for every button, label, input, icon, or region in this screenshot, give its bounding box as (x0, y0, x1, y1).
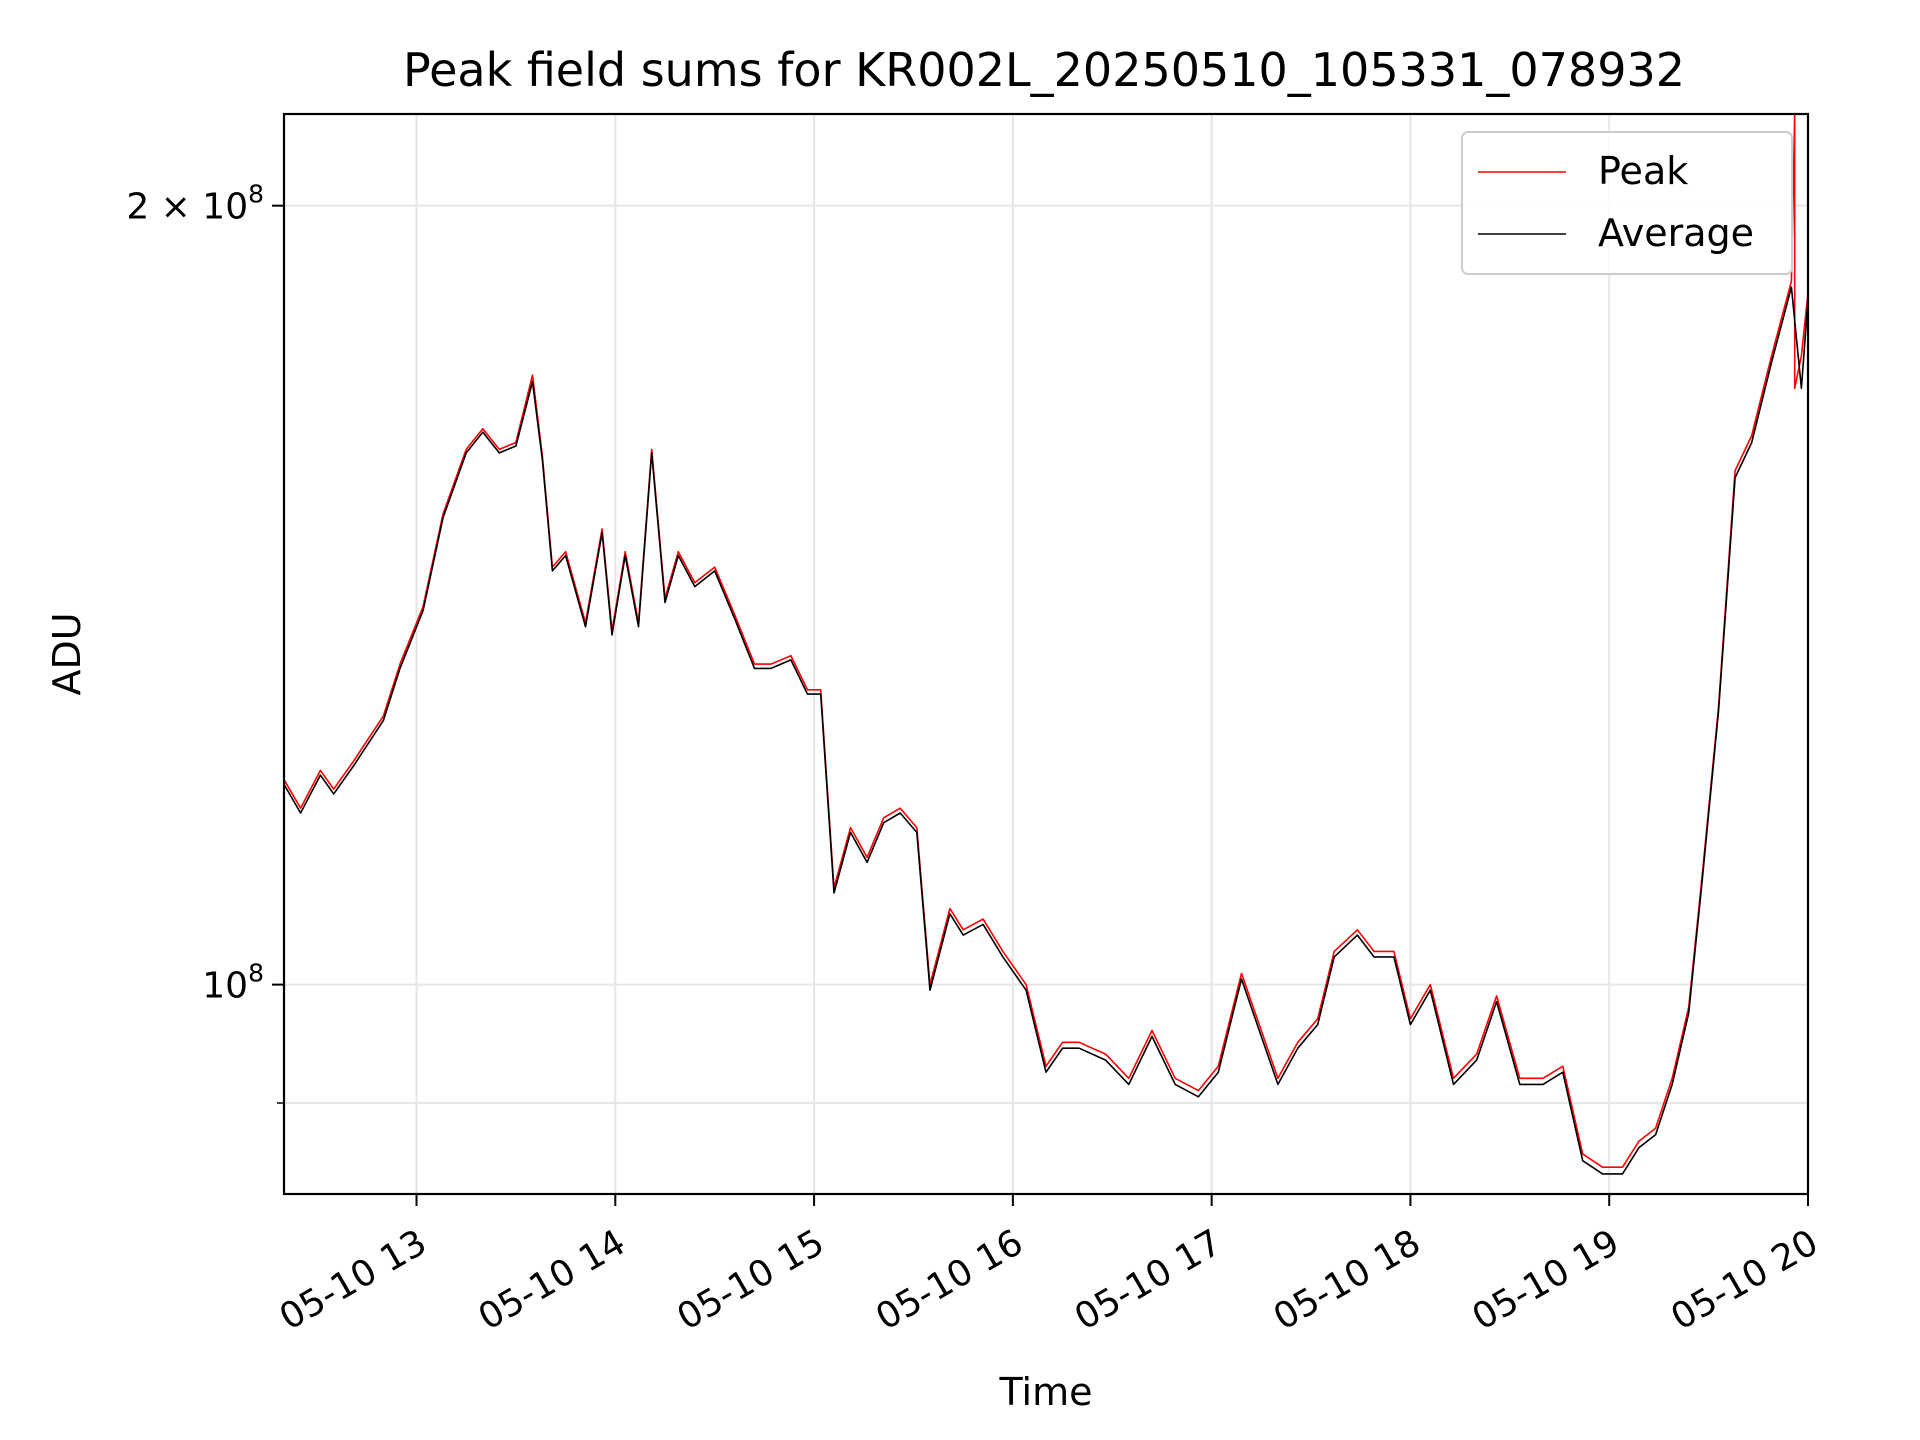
legend-average-label: Average (1598, 211, 1754, 255)
y-tick-label: 108 (202, 959, 264, 1007)
legend-box (1461, 131, 1793, 275)
series-line-average (283, 286, 1809, 1175)
legend: Peak Average (1461, 131, 1793, 275)
y-axis-label: ADU (45, 612, 89, 695)
chart-title: Peak field sums for KR002L_20250510_1053… (403, 43, 1685, 97)
y-tick-label: 2 × 108 (126, 180, 264, 228)
y-axis-ticks: 108 2 × 108 (126, 180, 284, 1104)
x-axis-label: Time (999, 1370, 1093, 1414)
series-lines (283, 113, 1809, 1175)
plot-frame (282, 112, 1810, 1196)
legend-peak-label: Peak (1598, 149, 1688, 193)
